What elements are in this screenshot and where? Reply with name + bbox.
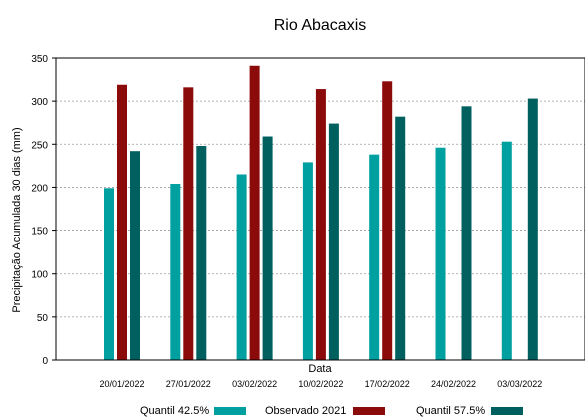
bar — [236, 174, 247, 360]
y-tick-label: 250 — [31, 140, 48, 151]
bar — [249, 65, 260, 360]
bar — [196, 146, 207, 360]
y-tick-label: 150 — [31, 227, 48, 238]
bar — [117, 84, 127, 361]
y-tick-label: 0 — [42, 356, 48, 367]
legend-label: Quantil 57.5% — [416, 405, 485, 417]
y-tick-label: 200 — [31, 183, 48, 194]
bar — [501, 141, 512, 360]
y-tick-label: 350 — [31, 54, 48, 65]
legend-swatch — [353, 407, 385, 415]
x-axis-ticks: 20/01/2022 27/01/2022 03/02/2022 10/02/2022… — [99, 379, 542, 389]
bar — [262, 136, 273, 360]
x-tick-label: 03/02/2022 — [232, 379, 277, 389]
bar — [461, 106, 472, 360]
bar — [130, 151, 140, 360]
legend: Quantil 42.5% Observado 2021 Quantil 57.5% — [140, 405, 523, 417]
bar — [527, 98, 538, 360]
bar — [435, 147, 446, 360]
legend-swatch — [491, 407, 523, 415]
legend-label: Observado 2021 — [265, 405, 346, 417]
bars — [104, 65, 538, 361]
y-axis-label: Precipitação Acumulada 30 dias (mm) — [11, 127, 23, 312]
legend-swatch — [214, 407, 246, 415]
bar — [170, 183, 181, 360]
bar — [369, 154, 380, 360]
y-tick-label: 50 — [37, 313, 49, 324]
bar — [395, 116, 406, 360]
y-axis-ticks: 0 50 100 150 200 250 300 350 — [31, 54, 56, 367]
chart-title: Rio Abacaxis — [274, 17, 367, 34]
x-tick-label: 27/01/2022 — [166, 379, 211, 389]
y-tick-label: 100 — [31, 270, 48, 281]
legend-label: Quantil 42.5% — [140, 405, 209, 417]
bar — [104, 188, 114, 360]
x-axis-label: Data — [308, 363, 332, 375]
x-tick-label: 24/02/2022 — [431, 379, 476, 389]
x-tick-label: 03/03/2022 — [497, 379, 542, 389]
x-tick-label: 17/02/2022 — [365, 379, 410, 389]
bar — [328, 123, 339, 360]
bar — [183, 87, 194, 360]
y-tick-label: 300 — [31, 97, 48, 108]
bar — [315, 89, 326, 360]
x-tick-label: 20/01/2022 — [99, 379, 144, 389]
bar — [382, 81, 393, 360]
bar — [302, 162, 313, 360]
x-tick-label: 10/02/2022 — [298, 379, 343, 389]
plot-frame — [55, 57, 585, 361]
